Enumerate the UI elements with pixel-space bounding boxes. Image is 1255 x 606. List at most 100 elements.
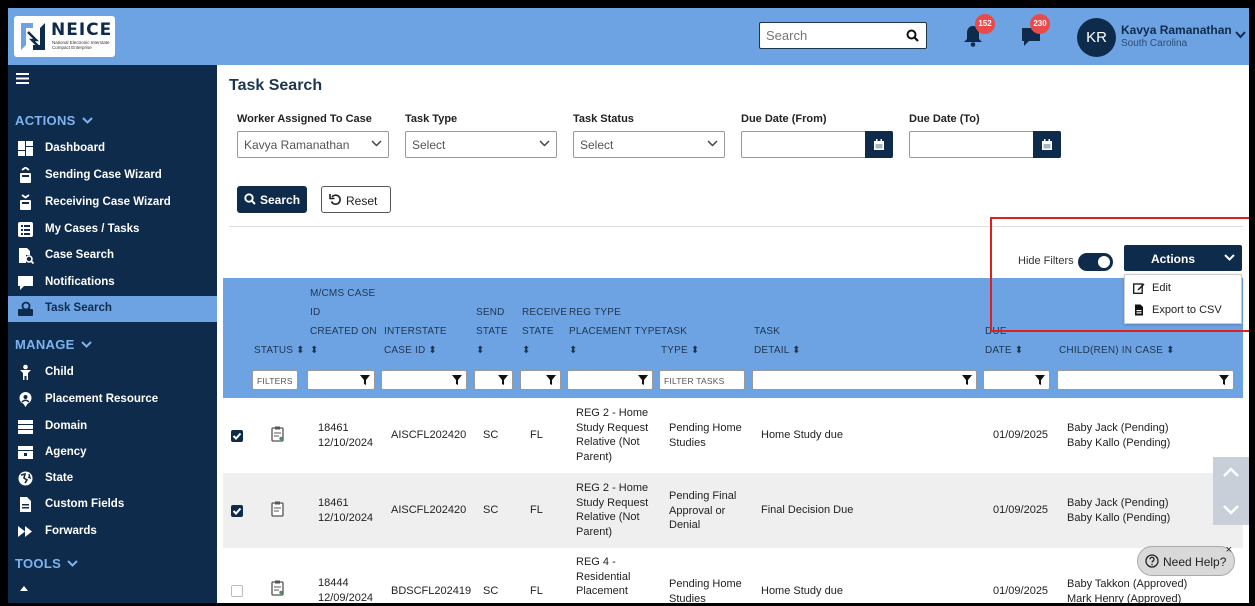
actions-button[interactable]: Actions	[1124, 245, 1242, 271]
worker-select[interactable]: Kavya Ramanathan	[237, 131, 389, 158]
header-reg-type[interactable]: REG TYPE PLACEMENT TYPE ⬍	[569, 303, 661, 360]
task-detail-cell: Home Study due	[761, 585, 843, 597]
task-status-select[interactable]: Select	[573, 131, 725, 158]
header-search-input[interactable]	[760, 23, 900, 48]
chevron-down-icon	[707, 140, 718, 147]
eject-icon[interactable]	[19, 585, 29, 593]
table-row[interactable]: 18444 12/09/2024 BDSCFL202419 SC FL REG 4…	[223, 548, 1243, 603]
task-type-line: Studies	[669, 436, 706, 449]
sidebar-item-label: My Cases / Tasks	[45, 223, 140, 235]
sidebar-item-state[interactable]: State	[8, 466, 217, 492]
header-task-detail[interactable]: TASK DETAIL ⬍	[754, 322, 801, 360]
sidebar-item-label: Dashboard	[45, 142, 106, 154]
header-children[interactable]: CHILD(REN) IN CASE ⬍	[1059, 345, 1175, 356]
task-type-filter-button[interactable]: FILTER TASKS	[659, 370, 745, 390]
chevron-down-icon[interactable]	[1223, 505, 1239, 515]
hide-filters-toggle[interactable]	[1078, 253, 1113, 271]
interstate-filter[interactable]	[381, 370, 467, 390]
messages-badge: 230	[1030, 14, 1050, 34]
due-from-calendar-button[interactable]	[865, 131, 893, 158]
header-text: ⬍	[476, 345, 485, 356]
row-checkbox[interactable]	[231, 585, 243, 597]
section-label: MANAGE	[15, 337, 75, 352]
neice-logo[interactable]: NEICE National Electronic Interstate Com…	[14, 16, 115, 57]
sidebar-item-sending-case-wizard[interactable]: Sending Case Wizard	[8, 163, 217, 189]
task-type-cell: Pending Home Studies	[669, 577, 742, 603]
sidebar-section-actions[interactable]: ACTIONS	[15, 113, 93, 128]
sidebar-item-agency[interactable]: Agency	[8, 440, 217, 466]
due-to-label: Due Date (To)	[909, 113, 980, 125]
section-label: TOOLS	[15, 556, 62, 571]
row-checkbox[interactable]	[231, 505, 243, 517]
row-checkbox[interactable]	[231, 430, 243, 442]
child-name: Mark Henry (Approved)	[1067, 592, 1182, 604]
user-state: South Carolina	[1121, 38, 1188, 49]
clipboard-icon[interactable]	[271, 426, 284, 442]
reg-type-line: Parent)	[576, 525, 613, 538]
case-id-filter[interactable]	[307, 370, 375, 390]
header-text: CREATED ON	[310, 326, 377, 337]
close-icon[interactable]: ×	[1225, 544, 1232, 556]
receive-state-filter[interactable]	[520, 370, 561, 390]
header-send-state[interactable]: SEND STATE ⬍	[476, 303, 508, 360]
sidebar-item-forwards[interactable]: Forwards	[8, 519, 217, 545]
header-interstate-case-id[interactable]: INTERSTATE CASE ID ⬍	[384, 322, 447, 360]
user-name[interactable]: Kavya Ramanathan	[1121, 23, 1232, 37]
chevron-down-icon[interactable]	[1235, 31, 1246, 39]
sidebar-item-dashboard[interactable]: Dashboard	[8, 136, 217, 162]
case-id-cell[interactable]: 18461 12/10/2024	[318, 421, 373, 450]
hamburger-icon[interactable]	[16, 73, 29, 84]
sidebar-section-tools[interactable]: TOOLS	[15, 556, 78, 571]
send-state-filter[interactable]	[474, 370, 513, 390]
sidebar-item-domain[interactable]: Domain	[8, 414, 217, 440]
sidebar-section-manage[interactable]: MANAGE	[15, 337, 92, 352]
due-to-calendar-button[interactable]	[1033, 131, 1061, 158]
filter-icon	[498, 375, 508, 385]
task-type-select[interactable]: Select	[405, 131, 557, 158]
clipboard-icon[interactable]	[271, 501, 284, 517]
need-help-button[interactable]: Need Help? ×	[1137, 544, 1235, 576]
header-text: ⬍	[522, 345, 531, 356]
task-detail-filter[interactable]	[752, 370, 977, 390]
sidebar-item-notifications[interactable]: Notifications	[8, 270, 217, 296]
sidebar-item-placement-resource[interactable]: Placement Resource	[8, 387, 217, 413]
reg-type-line: REG 2 - Home	[576, 482, 649, 494]
case-id-cell[interactable]: 18444 12/09/2024	[318, 576, 373, 603]
table-row[interactable]: 18461 12/10/2024 AISCFL202420 SC FL REG 2…	[223, 473, 1243, 548]
header-case-id[interactable]: M/CMS CASE ID CREATED ON ⬍	[310, 284, 377, 360]
children-filter[interactable]	[1057, 370, 1234, 390]
filter-icon	[1035, 375, 1045, 385]
clipboard-icon[interactable]	[271, 580, 284, 596]
dashboard-icon	[18, 141, 33, 156]
due-date-filter[interactable]	[983, 370, 1050, 390]
due-date-cell: 01/09/2025	[993, 585, 1049, 597]
sidebar-item-receiving-case-wizard[interactable]: Receiving Case Wizard	[8, 190, 217, 216]
due-to-input[interactable]	[909, 131, 1061, 158]
sidebar-item-child[interactable]: Child	[8, 360, 217, 386]
search-button[interactable]: Search	[237, 186, 307, 213]
sidebar-item-case-search[interactable]: Case Search	[8, 243, 217, 269]
header-receive-state[interactable]: RECEIVE STATE ⬍	[522, 303, 567, 360]
reset-button[interactable]: Reset	[321, 186, 391, 213]
sidebar-item-label: State	[45, 472, 74, 484]
sidebar-item-my-cases-tasks[interactable]: My Cases / Tasks	[8, 217, 217, 243]
sidebar-item-task-search[interactable]: Task Search	[8, 296, 217, 322]
chevron-up-icon[interactable]	[1223, 467, 1239, 477]
interstate-cell: BDSCFL202419	[391, 585, 472, 597]
task-detail-cell: Final Decision Due	[761, 504, 854, 516]
avatar[interactable]: KR	[1077, 18, 1116, 57]
reg-type-filter[interactable]	[567, 370, 653, 390]
table-row[interactable]: 18461 12/10/2024 AISCFL202420 SC FL REG 2…	[223, 398, 1243, 473]
search-icon[interactable]	[906, 29, 919, 42]
header-status[interactable]: STATUS ⬍	[254, 345, 305, 356]
list-icon	[18, 222, 33, 237]
task-type-select-value: Select	[412, 138, 446, 152]
header-task-type[interactable]: TASK TYPE ⬍	[661, 322, 699, 360]
case-id-cell[interactable]: 18461 12/10/2024	[318, 496, 373, 525]
due-from-input[interactable]	[741, 131, 893, 158]
task-type-line: Pending Final	[669, 490, 737, 502]
status-filter-button[interactable]: FILTERS	[252, 370, 298, 390]
sidebar-item-custom-fields[interactable]: Custom Fields	[8, 492, 217, 518]
file-icon	[20, 497, 31, 512]
reg-type-line: REG 2 - Home	[576, 407, 649, 419]
